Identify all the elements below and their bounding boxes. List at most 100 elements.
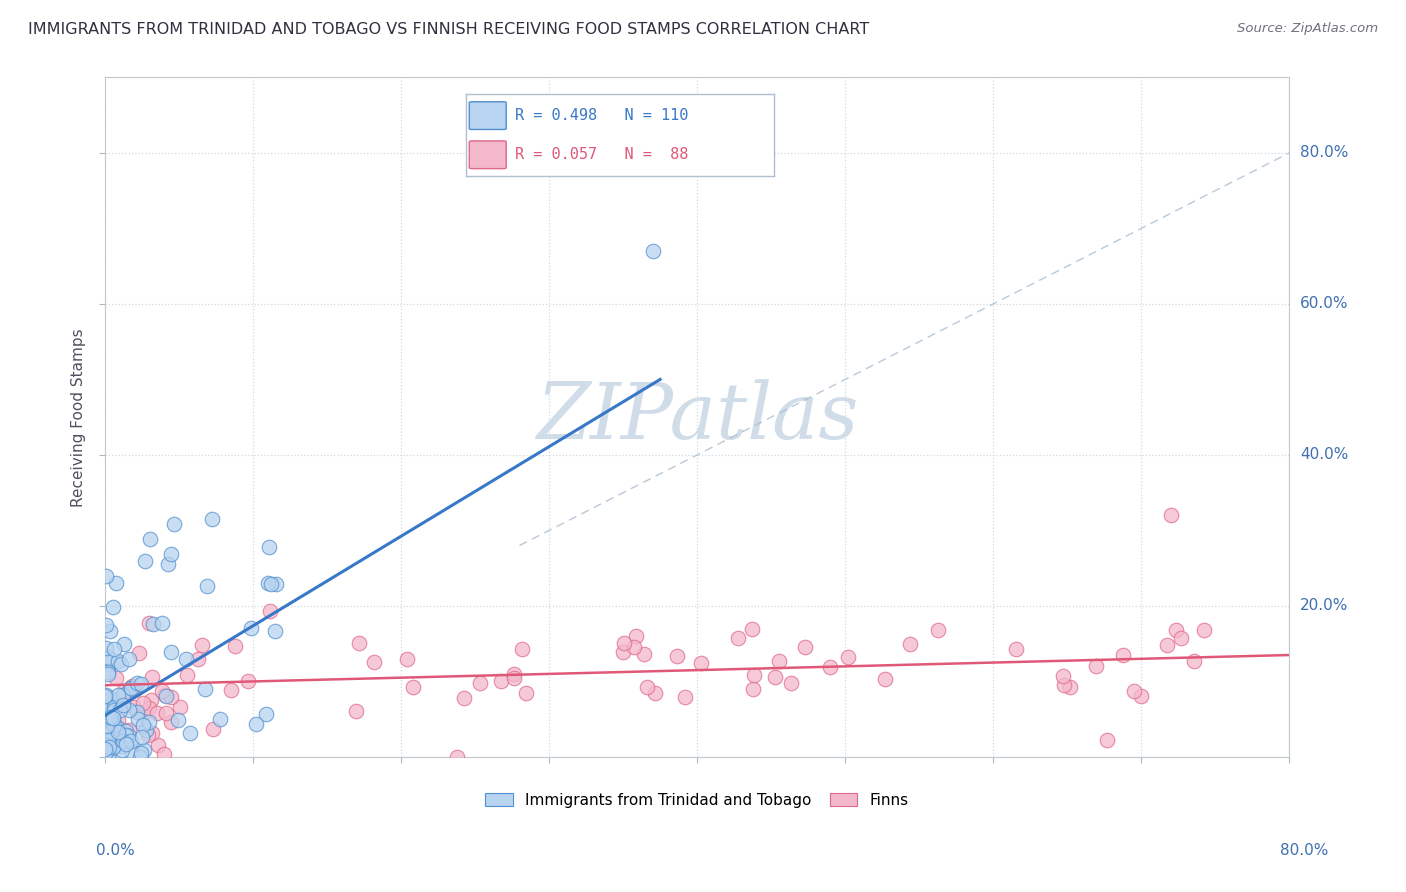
Point bbox=[257, 540, 280, 554]
Point bbox=[103, 641, 125, 656]
Point bbox=[346, 704, 368, 718]
Point bbox=[363, 655, 385, 669]
Point bbox=[96, 727, 118, 741]
Point bbox=[111, 733, 134, 747]
Point bbox=[94, 726, 117, 740]
Text: 80.0%: 80.0% bbox=[1281, 843, 1329, 858]
Point bbox=[167, 713, 190, 727]
Point bbox=[103, 739, 125, 754]
Point bbox=[96, 719, 118, 733]
Point bbox=[636, 680, 658, 694]
Point bbox=[453, 690, 475, 705]
Point bbox=[107, 713, 129, 727]
Point bbox=[101, 711, 124, 725]
Point bbox=[763, 670, 786, 684]
Point bbox=[155, 689, 177, 703]
Point bbox=[103, 718, 125, 732]
Point bbox=[254, 706, 277, 721]
Point bbox=[100, 713, 122, 727]
Point bbox=[96, 721, 118, 735]
Point bbox=[132, 743, 155, 757]
Point bbox=[118, 652, 141, 666]
Point bbox=[110, 657, 132, 671]
Point bbox=[187, 652, 209, 666]
Point bbox=[96, 738, 118, 752]
Point bbox=[1052, 669, 1074, 683]
Point bbox=[727, 631, 749, 645]
Point bbox=[94, 738, 117, 752]
Point bbox=[1053, 678, 1076, 692]
Point bbox=[94, 568, 117, 582]
Point bbox=[111, 692, 134, 706]
Point bbox=[96, 733, 118, 747]
Point bbox=[219, 683, 242, 698]
Point bbox=[96, 731, 118, 745]
Point bbox=[1095, 733, 1118, 747]
Point bbox=[94, 744, 117, 758]
Point bbox=[138, 714, 160, 729]
Point bbox=[127, 712, 149, 726]
Point bbox=[122, 683, 145, 698]
Point bbox=[135, 723, 157, 737]
Point bbox=[104, 671, 127, 685]
Point bbox=[401, 680, 423, 694]
Point bbox=[194, 681, 217, 696]
Point bbox=[146, 706, 169, 721]
Point bbox=[103, 738, 125, 752]
Point bbox=[612, 645, 634, 659]
Point bbox=[111, 723, 134, 737]
Point bbox=[100, 725, 122, 739]
Point bbox=[793, 640, 815, 655]
Point bbox=[159, 690, 181, 704]
Point bbox=[633, 648, 655, 662]
Text: 40.0%: 40.0% bbox=[1301, 448, 1348, 462]
Point bbox=[129, 746, 152, 760]
Point bbox=[138, 701, 160, 715]
Point bbox=[98, 709, 121, 723]
Point bbox=[396, 652, 419, 666]
Point bbox=[742, 668, 765, 682]
Point bbox=[138, 728, 160, 742]
Point bbox=[120, 681, 142, 695]
Y-axis label: Receiving Food Stamps: Receiving Food Stamps bbox=[72, 328, 86, 507]
Point bbox=[98, 737, 121, 751]
Point bbox=[138, 615, 160, 630]
Point bbox=[349, 635, 371, 649]
Point bbox=[1156, 638, 1178, 652]
Point bbox=[1164, 624, 1187, 638]
Point bbox=[98, 651, 121, 665]
Point bbox=[110, 739, 132, 753]
Text: 0.0%: 0.0% bbox=[96, 843, 135, 858]
Point bbox=[94, 618, 117, 632]
Point bbox=[138, 533, 160, 547]
Point bbox=[103, 703, 125, 717]
Point bbox=[156, 557, 179, 571]
Point bbox=[160, 714, 183, 729]
Point bbox=[94, 742, 117, 756]
Point bbox=[613, 636, 636, 650]
Point bbox=[201, 511, 224, 525]
Point bbox=[112, 684, 135, 698]
Point bbox=[468, 676, 491, 690]
Point bbox=[107, 688, 129, 702]
Point bbox=[898, 637, 921, 651]
Point bbox=[510, 641, 533, 656]
Point bbox=[160, 547, 183, 561]
Point bbox=[141, 692, 163, 706]
Point bbox=[96, 641, 118, 656]
Point bbox=[118, 681, 141, 695]
Point bbox=[98, 746, 121, 760]
Point bbox=[129, 677, 152, 691]
Point bbox=[176, 667, 198, 681]
Point bbox=[121, 679, 143, 693]
Point bbox=[179, 726, 201, 740]
Point bbox=[98, 624, 121, 638]
Point bbox=[94, 698, 117, 713]
Point bbox=[1182, 654, 1205, 668]
Point bbox=[96, 746, 118, 760]
Point bbox=[97, 667, 120, 681]
Point bbox=[103, 739, 125, 754]
Point bbox=[1122, 683, 1144, 698]
Point bbox=[240, 621, 263, 635]
Point bbox=[780, 675, 803, 690]
